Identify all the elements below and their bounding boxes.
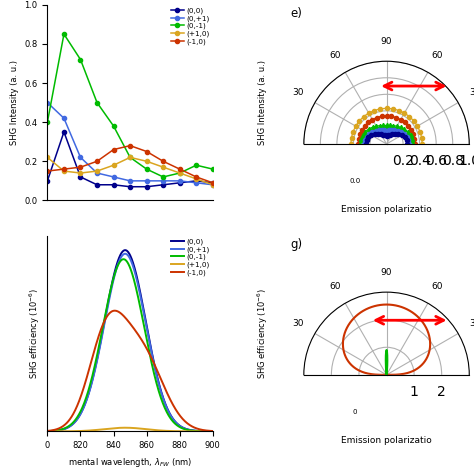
(0,+1) bbox=[160, 178, 166, 184]
Text: Emission polarizatio: Emission polarizatio bbox=[341, 205, 432, 214]
(-1,0) bbox=[210, 180, 216, 186]
(0,0) bbox=[45, 178, 50, 184]
Line: (0,+1): (0,+1) bbox=[46, 100, 215, 187]
(0,-1) bbox=[144, 166, 149, 172]
(0,-1) bbox=[177, 170, 182, 176]
(0,-1) bbox=[94, 100, 100, 105]
(-1,0) bbox=[193, 174, 199, 180]
(0,+1) bbox=[210, 182, 216, 188]
(0,0) bbox=[210, 180, 216, 186]
Text: 0.0: 0.0 bbox=[349, 178, 361, 183]
(0,0) bbox=[177, 180, 182, 186]
(+1,0) bbox=[45, 155, 50, 160]
(-1,0) bbox=[128, 143, 133, 148]
(0,-1) bbox=[78, 57, 83, 63]
(0,-1) bbox=[160, 174, 166, 180]
Line: (-1,0): (-1,0) bbox=[46, 144, 215, 185]
(+1,0) bbox=[111, 163, 117, 168]
(0,+1) bbox=[78, 155, 83, 160]
(-1,0) bbox=[111, 147, 117, 153]
Legend: (0,0), (0,+1), (0,-1), (+1,0), (-1,0): (0,0), (0,+1), (0,-1), (+1,0), (-1,0) bbox=[169, 237, 211, 277]
(0,0) bbox=[111, 182, 117, 188]
Text: g): g) bbox=[291, 237, 303, 251]
Line: (0,0): (0,0) bbox=[46, 130, 215, 189]
(0,+1) bbox=[144, 178, 149, 184]
Text: 0: 0 bbox=[353, 409, 357, 415]
(0,0) bbox=[61, 129, 67, 135]
(-1,0) bbox=[177, 166, 182, 172]
Legend: (0,0), (0,+1), (0,-1), (+1,0), (-1,0): (0,0), (0,+1), (0,-1), (+1,0), (-1,0) bbox=[169, 6, 211, 46]
Text: e): e) bbox=[291, 7, 302, 19]
Y-axis label: SHG Intensity (a. u.): SHG Intensity (a. u.) bbox=[10, 60, 19, 145]
(+1,0) bbox=[144, 158, 149, 164]
(-1,0) bbox=[94, 158, 100, 164]
(0,+1) bbox=[128, 178, 133, 184]
(0,-1) bbox=[128, 155, 133, 160]
(-1,0) bbox=[144, 149, 149, 155]
(0,+1) bbox=[94, 170, 100, 176]
Y-axis label: SHG efficiency (10$^{-6}$): SHG efficiency (10$^{-6}$) bbox=[27, 288, 42, 379]
Line: (+1,0): (+1,0) bbox=[46, 155, 215, 187]
X-axis label: mental wavelength, $\lambda_{FW}$ (nm): mental wavelength, $\lambda_{FW}$ (nm) bbox=[68, 456, 192, 469]
(0,-1) bbox=[45, 119, 50, 125]
(0,+1) bbox=[177, 178, 182, 184]
(0,0) bbox=[128, 184, 133, 190]
(0,-1) bbox=[61, 31, 67, 37]
(0,-1) bbox=[210, 166, 216, 172]
(+1,0) bbox=[193, 176, 199, 182]
(0,+1) bbox=[61, 115, 67, 121]
(+1,0) bbox=[128, 155, 133, 160]
(-1,0) bbox=[78, 164, 83, 170]
(+1,0) bbox=[177, 170, 182, 176]
(0,+1) bbox=[45, 100, 50, 105]
(0,0) bbox=[144, 184, 149, 190]
(0,0) bbox=[160, 182, 166, 188]
Text: Emission polarizatio: Emission polarizatio bbox=[341, 436, 432, 445]
(+1,0) bbox=[78, 170, 83, 176]
(-1,0) bbox=[160, 158, 166, 164]
(0,0) bbox=[78, 174, 83, 180]
(+1,0) bbox=[61, 168, 67, 174]
(+1,0) bbox=[210, 182, 216, 188]
(0,+1) bbox=[111, 174, 117, 180]
(+1,0) bbox=[94, 168, 100, 174]
(0,-1) bbox=[111, 123, 117, 129]
Text: SHG Intensity (a. u.): SHG Intensity (a. u.) bbox=[258, 60, 267, 145]
Text: SHG efficiency (10$^{-6}$): SHG efficiency (10$^{-6}$) bbox=[255, 288, 270, 379]
Line: (0,-1): (0,-1) bbox=[46, 32, 215, 179]
(0,+1) bbox=[193, 180, 199, 186]
(0,-1) bbox=[193, 163, 199, 168]
(+1,0) bbox=[160, 164, 166, 170]
(-1,0) bbox=[61, 166, 67, 172]
(0,0) bbox=[94, 182, 100, 188]
(-1,0) bbox=[45, 168, 50, 174]
(0,0) bbox=[193, 178, 199, 184]
